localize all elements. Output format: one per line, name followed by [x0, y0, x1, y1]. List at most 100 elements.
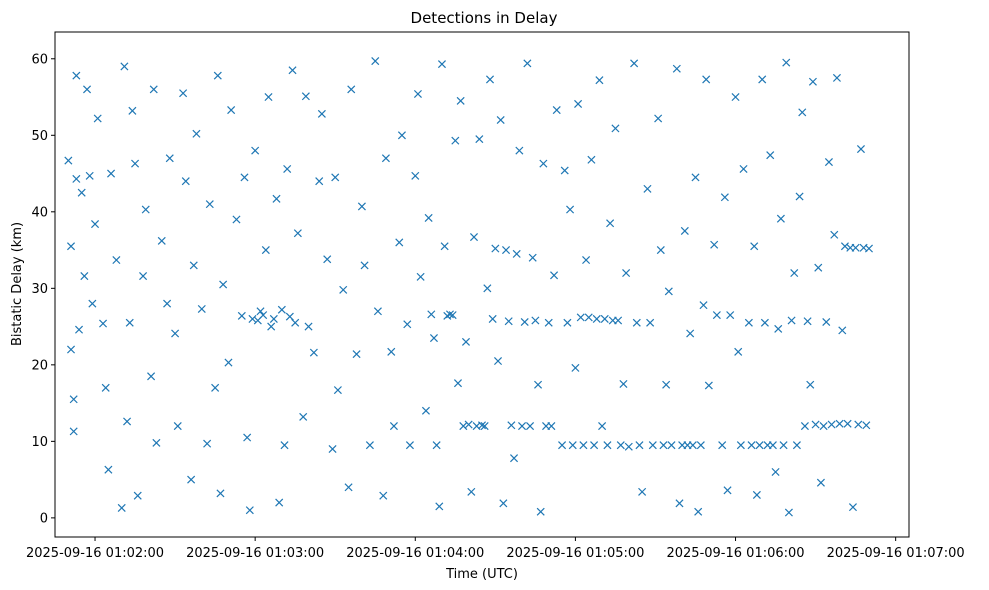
- data-point: [726, 311, 735, 320]
- data-point: [710, 240, 719, 249]
- data-point: [803, 317, 812, 326]
- y-tick-label: 10: [31, 435, 48, 450]
- data-point: [638, 487, 647, 496]
- y-axis-label: Bistatic Delay (km): [10, 222, 25, 346]
- data-point: [280, 441, 289, 450]
- data-point: [483, 284, 492, 293]
- data-point: [277, 305, 286, 314]
- data-point: [387, 347, 396, 356]
- data-point: [328, 444, 337, 454]
- data-point: [66, 345, 76, 354]
- data-point: [371, 57, 380, 66]
- data-point: [480, 422, 489, 431]
- data-point: [248, 314, 257, 323]
- data-point: [347, 85, 356, 94]
- data-point: [680, 226, 689, 235]
- data-point: [750, 242, 759, 251]
- data-point: [397, 131, 406, 140]
- data-point: [464, 420, 473, 429]
- data-point: [331, 173, 340, 182]
- data-point: [72, 71, 81, 80]
- data-point: [80, 272, 89, 281]
- data-point: [656, 246, 665, 255]
- y-tick-label: 40: [31, 205, 48, 220]
- data-point: [69, 427, 78, 436]
- data-point: [598, 422, 607, 431]
- data-point: [568, 441, 577, 450]
- data-point: [499, 499, 508, 508]
- data-point: [648, 441, 657, 450]
- data-point: [590, 441, 599, 450]
- data-point: [787, 316, 796, 325]
- data-point: [646, 318, 655, 327]
- data-point: [752, 490, 761, 499]
- data-point: [632, 318, 641, 327]
- data-point: [696, 441, 705, 450]
- data-point: [171, 329, 180, 338]
- data-point: [405, 441, 414, 450]
- data-point: [526, 422, 535, 431]
- data-point: [125, 318, 134, 327]
- data-point: [806, 380, 815, 389]
- x-axis-label: Time (UTC): [445, 567, 518, 582]
- data-point: [213, 71, 222, 80]
- data-point: [264, 93, 273, 102]
- data-point: [301, 92, 310, 101]
- data-point: [512, 249, 521, 258]
- data-point: [104, 465, 113, 474]
- data-point: [635, 441, 644, 450]
- data-point: [510, 454, 519, 463]
- data-point: [467, 487, 476, 496]
- data-point: [237, 311, 246, 320]
- data-point: [99, 319, 108, 328]
- data-point: [283, 164, 292, 173]
- data-point: [523, 59, 532, 68]
- data-point: [456, 96, 465, 105]
- data-point: [848, 503, 857, 512]
- data-point: [667, 441, 676, 450]
- data-point: [838, 326, 847, 335]
- data-point: [862, 421, 871, 430]
- data-point: [291, 318, 300, 327]
- data-point: [619, 379, 628, 388]
- data-point: [528, 253, 537, 262]
- data-point: [272, 194, 281, 203]
- y-tick-label: 20: [31, 358, 48, 373]
- data-point: [691, 173, 700, 182]
- data-point: [856, 145, 865, 154]
- data-point: [259, 311, 268, 320]
- data-point: [261, 246, 270, 255]
- data-point: [734, 347, 743, 356]
- data-point: [112, 255, 121, 265]
- data-point: [389, 422, 398, 431]
- data-point: [840, 242, 849, 251]
- data-point: [469, 233, 479, 242]
- data-point: [654, 114, 663, 123]
- data-point: [432, 441, 441, 450]
- data-point: [424, 213, 433, 222]
- data-point: [536, 507, 545, 516]
- data-point: [808, 77, 817, 86]
- data-point: [579, 441, 588, 450]
- data-point: [123, 417, 132, 426]
- data-point: [587, 155, 596, 164]
- data-point: [688, 441, 697, 450]
- data-point: [795, 192, 804, 201]
- data-point: [699, 301, 708, 310]
- data-point: [197, 304, 206, 314]
- data-point: [563, 318, 572, 327]
- data-point: [718, 441, 727, 450]
- data-point: [243, 433, 252, 442]
- data-point: [74, 325, 84, 334]
- data-point: [496, 115, 505, 125]
- data-point: [163, 299, 172, 308]
- data-point: [232, 215, 241, 224]
- data-point: [755, 441, 764, 450]
- data-point: [811, 420, 820, 429]
- data-point: [91, 220, 100, 229]
- data-point: [365, 441, 374, 450]
- data-point: [515, 146, 524, 155]
- data-point: [411, 171, 420, 180]
- data-point: [606, 219, 615, 228]
